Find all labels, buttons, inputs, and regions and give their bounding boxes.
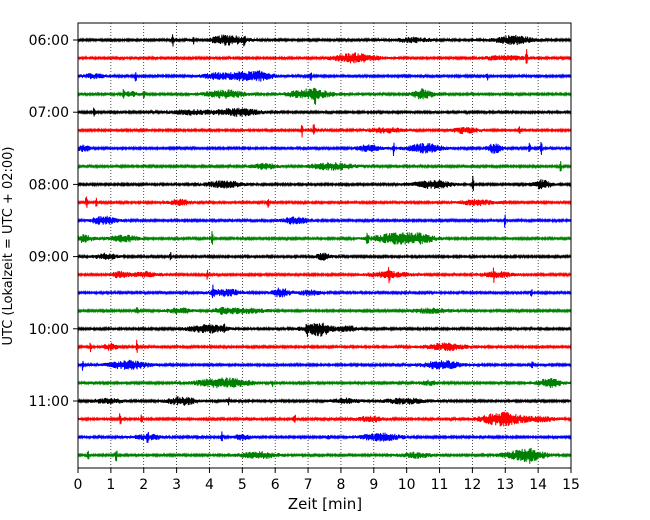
y-tick-label: 06:00	[29, 33, 69, 49]
trace-line	[77, 284, 572, 299]
x-tick-label: 6	[271, 477, 280, 493]
grid-lines	[110, 23, 539, 468]
trace-line	[77, 70, 572, 82]
trace-line	[77, 34, 572, 47]
x-tick-label: 1	[106, 477, 115, 493]
trace-line	[77, 447, 572, 464]
trace-line	[77, 231, 572, 245]
y-tick-label: 10:00	[29, 322, 69, 338]
x-tick-label: 3	[172, 477, 181, 493]
x-tick-label: 15	[562, 477, 580, 493]
trace-lines	[77, 34, 572, 464]
x-axis-title: Zeit [min]	[288, 495, 362, 513]
trace-line	[77, 359, 572, 371]
x-tick-label: 11	[431, 477, 449, 493]
trace-line	[77, 214, 572, 228]
trace-line	[77, 306, 572, 315]
y-tick-label: 09:00	[29, 250, 69, 266]
trace-line	[77, 411, 572, 427]
trace-line	[77, 396, 572, 406]
y-tick-label: 07:00	[29, 105, 69, 121]
x-axis-ticks: 0 1 2 3 4 5 6 7 8 9 10 11 12 13 14 15	[74, 468, 580, 493]
y-tick-label: 08:00	[29, 177, 69, 193]
trace-line	[77, 107, 572, 117]
trace-line	[77, 252, 572, 261]
trace-line	[77, 267, 572, 284]
trace-line	[77, 142, 572, 156]
y-axis-ticks: 06:00 07:00 08:00 09:00 10:00 11:00	[29, 33, 78, 410]
x-tick-label: 9	[369, 477, 378, 493]
trace-line	[77, 87, 572, 105]
trace-line	[77, 175, 572, 192]
trace-line	[77, 49, 572, 64]
plot-frame	[77, 22, 572, 469]
y-tick-label: 11:00	[29, 394, 69, 410]
x-tick-label: 14	[529, 477, 547, 493]
x-tick-label: 8	[336, 477, 345, 493]
trace-line	[77, 196, 572, 208]
x-tick-label: 4	[205, 477, 214, 493]
x-tick-label: 0	[74, 477, 83, 493]
x-tick-label: 10	[398, 477, 416, 493]
x-tick-label: 12	[463, 477, 481, 493]
y-axis-title: UTC (Lokalzeit = UTC + 02:00)	[1, 147, 16, 346]
x-tick-label: 5	[238, 477, 247, 493]
trace-line	[77, 431, 572, 444]
trace-line	[77, 124, 572, 138]
x-tick-label: 13	[496, 477, 514, 493]
trace-line	[77, 339, 572, 353]
trace-line	[77, 322, 572, 337]
x-tick-label: 7	[304, 477, 313, 493]
trace-line	[77, 377, 572, 389]
x-tick-label: 2	[139, 477, 148, 493]
trace-line	[77, 161, 572, 172]
